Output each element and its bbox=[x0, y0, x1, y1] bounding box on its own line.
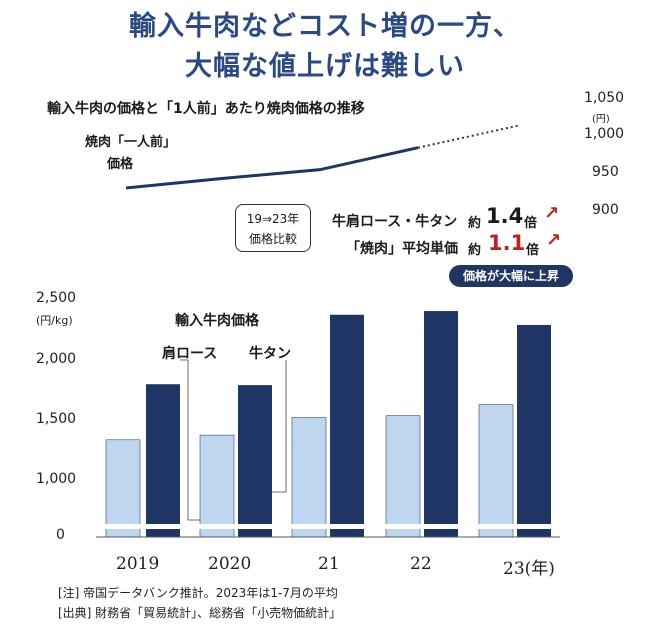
left-axis-unit: (円/kg) bbox=[36, 314, 73, 327]
main-title-line2: 大幅な値上げは難しい bbox=[185, 51, 465, 82]
comparison-box: 19⇒23年 価格比較 bbox=[235, 204, 311, 252]
comparison-box-line1: 19⇒23年 bbox=[246, 212, 300, 226]
bar-shoulder-loin bbox=[105, 439, 141, 538]
right-axis-tick-950: 950 bbox=[592, 164, 619, 180]
axis-break-band bbox=[96, 524, 560, 529]
comparison-box-line2: 価格比較 bbox=[248, 232, 297, 246]
right-axis-tick-900: 900 bbox=[592, 202, 619, 218]
line-series-label-line1: 焼肉「一人前」 bbox=[85, 135, 177, 150]
bar-tongue bbox=[517, 324, 551, 537]
comparison-row1-suffix: 倍 bbox=[524, 216, 538, 231]
footnote: [注] 帝国データバンク推計。2023年は1-7月の平均 bbox=[58, 586, 338, 600]
bar-series-title: 輸入牛肉価格 bbox=[175, 313, 259, 329]
x-tick: 2019 bbox=[116, 554, 160, 574]
left-axis-tick-1000: 1,000 bbox=[36, 471, 77, 487]
bar-label-tongue: 牛タン bbox=[249, 346, 291, 362]
source-note: [出典] 財務省「貿易統計」、総務省「小売物価統計」 bbox=[58, 606, 342, 620]
price-rise-badge: 価格が大幅に上昇 bbox=[449, 265, 573, 287]
leader-line-shoulder-loin bbox=[180, 359, 200, 521]
yakiniku-price-line bbox=[125, 146, 419, 190]
x-tick: 21 bbox=[318, 554, 340, 574]
left-axis-tick-0: 0 bbox=[56, 527, 65, 543]
comparison-row2-label: 「焼肉」平均単価 bbox=[346, 241, 458, 257]
yakiniku-price-projection bbox=[417, 124, 519, 149]
x-tick: 2020 bbox=[208, 554, 252, 574]
right-axis-unit: (円) bbox=[592, 114, 610, 125]
comparison-row1-value: 1.4 bbox=[486, 204, 524, 228]
right-axis-tick-1050: 1,050 bbox=[584, 90, 625, 106]
comparison-row2-suffix: 倍 bbox=[526, 243, 540, 258]
comparison-row2-value: 1.1 bbox=[488, 231, 526, 255]
right-axis-tick-1000: 1,000 bbox=[584, 126, 625, 142]
comparison-row1-prefix: 約 bbox=[468, 216, 482, 231]
x-tick: 23(年) bbox=[503, 559, 555, 579]
line-series-label-line2: 価格 bbox=[107, 157, 134, 172]
bar-shoulder-loin bbox=[199, 434, 235, 538]
main-title-line1: 輸入牛肉などコスト増の一方、 bbox=[129, 11, 521, 42]
x-tick: 22 bbox=[410, 554, 432, 574]
comparison-row1-label: 牛肩ロース・牛タン bbox=[332, 214, 458, 230]
comparison-row2-prefix: 約 bbox=[468, 243, 482, 258]
bar-tongue bbox=[424, 311, 458, 537]
bar-shoulder-loin bbox=[291, 417, 327, 538]
left-axis-tick-2500: 2,500 bbox=[36, 290, 77, 306]
leader-line-tongue bbox=[272, 360, 287, 493]
left-axis-tick-1500: 1,500 bbox=[36, 411, 77, 427]
up-arrow-icon: ↗ bbox=[544, 203, 560, 224]
bar-tongue bbox=[238, 385, 272, 537]
bar-shoulder-loin bbox=[385, 415, 421, 538]
line-series-label: 焼肉「一人前」 価格 bbox=[85, 132, 176, 176]
left-axis-tick-2000: 2,000 bbox=[36, 351, 77, 367]
bar-shoulder-loin bbox=[478, 404, 514, 538]
chart-subtitle: 輸入牛肉の価格と「1人前」あたり焼肉価格の推移 bbox=[47, 101, 365, 117]
up-arrow-icon: ↗ bbox=[546, 230, 562, 251]
bar-label-shoulder-loin: 肩ロース bbox=[162, 346, 218, 362]
bar-tongue bbox=[330, 314, 364, 537]
bar-tongue bbox=[146, 384, 180, 537]
